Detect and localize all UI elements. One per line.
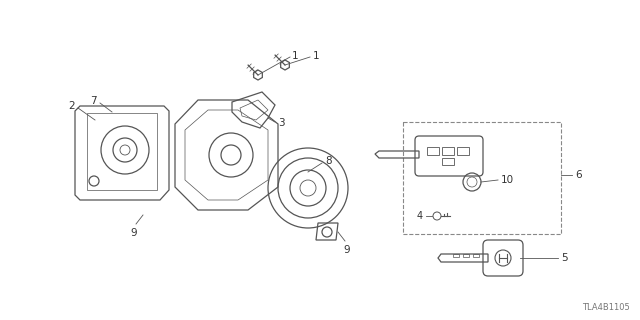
Bar [463,254,469,257]
Text: 6: 6 [575,170,582,180]
Text: 9: 9 [344,245,350,255]
Bar [403,122,561,234]
Text: 7: 7 [90,96,97,106]
Bar [442,158,454,165]
Bar [442,147,454,155]
Text: 5: 5 [561,253,568,263]
Text: 8: 8 [325,156,332,166]
Text: 4: 4 [417,211,423,221]
Text: TLA4B1105: TLA4B1105 [582,303,630,312]
Text: 3: 3 [278,118,285,128]
Bar [457,147,469,155]
Text: 1: 1 [313,51,319,61]
Text: 9: 9 [131,228,138,238]
Bar [453,254,459,257]
Text: 1: 1 [292,51,299,61]
Text: 10: 10 [501,175,514,185]
Bar [473,254,479,257]
Bar [427,147,439,155]
Text: 2: 2 [68,101,75,111]
